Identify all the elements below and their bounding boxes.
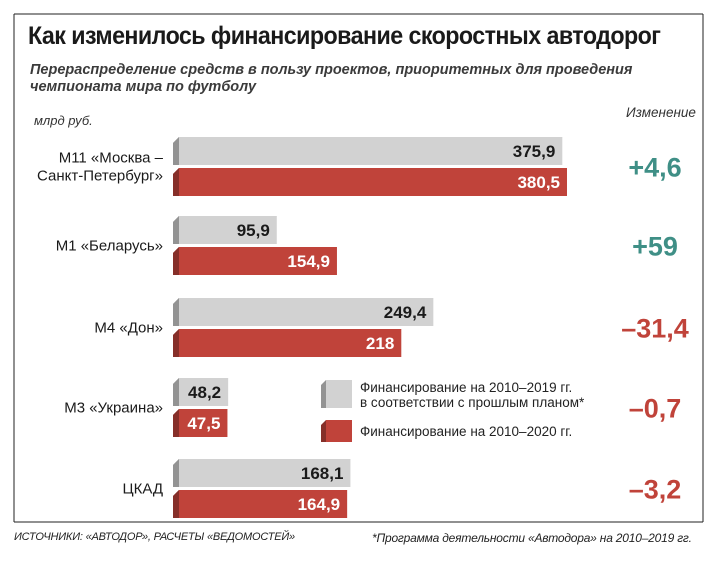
bar-side-face <box>173 168 179 196</box>
change-value: –31,4 <box>621 314 689 344</box>
category-label: М3 «Украина» <box>64 400 163 417</box>
bar-value-label: 48,2 <box>188 383 221 402</box>
bar-value-label: 375,9 <box>513 142 556 161</box>
bar-value-label: 168,1 <box>301 464 344 483</box>
footnote: *Программа деятельности «Автодора» на 20… <box>372 531 692 545</box>
bar-value-label: 47,5 <box>187 414 220 433</box>
bar-side-face <box>173 216 179 244</box>
legend-label: Финансирование на 2010–2019 гг. <box>360 380 572 395</box>
legend-label: Финансирование на 2010–2020 гг. <box>360 424 572 439</box>
bar <box>179 459 351 487</box>
change-value: –0,7 <box>629 394 682 424</box>
chart-title: Как изменилось финансирование скоростных… <box>28 22 661 50</box>
bar-side-face <box>173 137 179 165</box>
category-label: ЦКАД <box>123 481 164 498</box>
bar-side-face <box>173 298 179 326</box>
bar-side-face <box>173 247 179 275</box>
bar-value-label: 249,4 <box>384 303 427 322</box>
bar <box>179 298 434 326</box>
bar-value-label: 154,9 <box>287 252 330 271</box>
bar <box>179 137 563 165</box>
bar <box>179 378 229 406</box>
category-label: М1 «Беларусь» <box>56 238 163 255</box>
bar-value-label: 164,9 <box>298 495 341 514</box>
bar-side-face <box>173 409 179 437</box>
bar-side-face <box>173 329 179 357</box>
change-value: –3,2 <box>629 475 682 505</box>
bar-side-face <box>173 378 179 406</box>
legend-swatch-side <box>321 380 326 408</box>
legend-swatch <box>326 380 352 408</box>
category-label: М11 «Москва – <box>59 150 164 167</box>
bar <box>179 168 567 196</box>
category-label: М4 «Дон» <box>94 320 163 337</box>
category-label: Санкт-Петербург» <box>37 168 163 185</box>
bar-side-face <box>173 490 179 518</box>
bar-value-label: 218 <box>366 334 394 353</box>
sources-note: ИСТОЧНИКИ: «АВТОДОР», РАСЧЕТЫ «ВЕДОМОСТЕ… <box>14 531 295 543</box>
bar-value-label: 380,5 <box>517 173 560 192</box>
bar <box>179 216 277 244</box>
bar <box>179 329 402 357</box>
bar <box>179 247 337 275</box>
change-value: +59 <box>632 232 678 262</box>
bar <box>179 490 348 518</box>
chart-subtitle: Перераспределение средств в пользу проек… <box>30 62 633 95</box>
legend-swatch-side <box>321 420 326 442</box>
legend-label: в соответствии с прошлым планом* <box>360 395 585 410</box>
unit-label: млрд руб. <box>34 113 93 128</box>
bar <box>179 409 228 437</box>
bar-side-face <box>173 459 179 487</box>
legend-swatch <box>326 420 352 442</box>
bar-value-label: 95,9 <box>237 221 270 240</box>
change-header: Изменение <box>626 105 696 120</box>
change-value: +4,6 <box>628 153 681 183</box>
